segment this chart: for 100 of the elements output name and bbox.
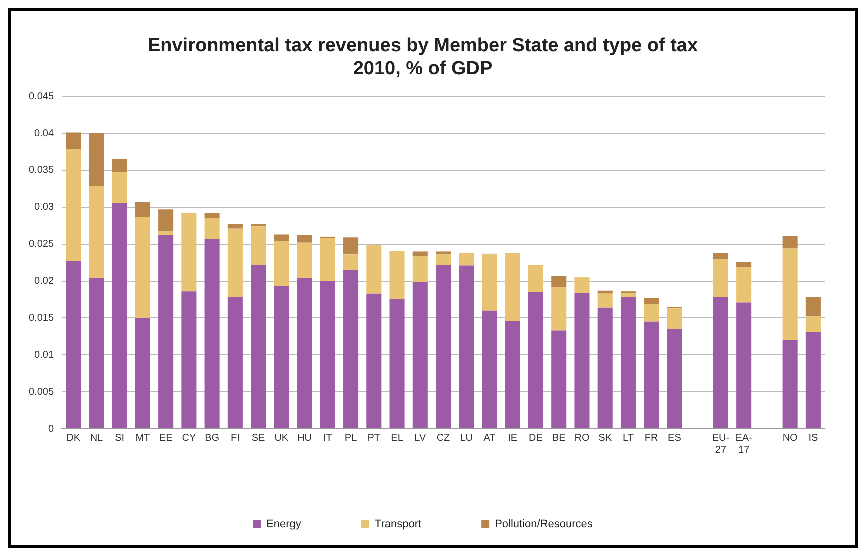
bar <box>89 186 104 278</box>
bar <box>782 248 798 340</box>
x-tick-label: UK <box>274 432 289 444</box>
bar <box>806 332 821 428</box>
x-tick-label: HU <box>298 432 312 444</box>
bar <box>574 278 590 294</box>
bar <box>366 294 382 428</box>
bar <box>806 298 821 317</box>
bar <box>390 250 405 299</box>
bar <box>112 159 128 172</box>
bar <box>228 224 243 229</box>
bar <box>251 226 266 266</box>
y-tick-label: 0.04 <box>34 128 54 140</box>
bar <box>620 298 636 428</box>
bar <box>135 217 150 318</box>
x-tick-label: NL <box>90 432 104 444</box>
bar <box>412 256 428 282</box>
bar <box>182 292 197 428</box>
bar <box>158 232 174 236</box>
x-tick-label: CZ <box>436 432 450 444</box>
x-tick-label: EA-17 <box>736 432 752 456</box>
bar <box>297 242 312 278</box>
bar <box>482 310 498 428</box>
bar <box>204 239 220 428</box>
y-tick-label: 0.005 <box>28 386 54 398</box>
bar <box>366 245 382 294</box>
y-tick-label: 0 <box>48 424 54 435</box>
legend-label: Pollution/Resources <box>495 518 594 531</box>
x-tick-label: IE <box>508 432 518 444</box>
bar <box>644 298 660 304</box>
bar <box>320 238 336 282</box>
bar <box>66 261 82 428</box>
x-tick-label: SI <box>115 432 125 444</box>
bar <box>436 265 452 428</box>
x-tick-label: CY <box>182 432 196 444</box>
bar <box>782 340 798 428</box>
bar <box>713 298 728 428</box>
bar <box>459 266 474 428</box>
bar <box>412 282 428 428</box>
bar <box>736 262 752 268</box>
bar <box>89 278 104 428</box>
y-tick-label: 0.025 <box>28 239 54 250</box>
bar <box>552 287 567 331</box>
bar <box>344 254 359 270</box>
bar <box>806 316 821 332</box>
bar <box>505 321 520 428</box>
bar <box>736 302 752 428</box>
x-tick-label: NO <box>782 432 798 444</box>
bar <box>135 202 150 218</box>
x-tick-label: RO <box>574 432 590 444</box>
x-tick-label: IT <box>323 432 332 444</box>
chart-subtitle: 2010, % of GDP <box>353 58 494 80</box>
bar <box>552 276 567 288</box>
bar <box>598 290 613 294</box>
bar <box>320 281 336 428</box>
bar <box>251 265 266 428</box>
bar <box>598 308 613 428</box>
y-tick-label: 0.03 <box>34 202 54 214</box>
bar <box>344 270 359 428</box>
bar <box>620 293 636 298</box>
y-tick-label: 0.02 <box>34 276 54 288</box>
bar <box>528 292 544 428</box>
x-tick-label: EU-27 <box>712 432 730 456</box>
x-tick-label: BG <box>205 432 220 444</box>
x-tick-label: PT <box>368 432 381 444</box>
bar <box>182 213 197 292</box>
bar <box>644 304 660 322</box>
x-tick-label: BE <box>552 432 566 444</box>
bar <box>66 149 82 262</box>
x-tick-label: DE <box>529 432 544 444</box>
bar <box>274 286 290 428</box>
bar <box>574 293 590 428</box>
x-tick-label: LT <box>623 432 634 444</box>
bar <box>297 235 312 243</box>
bar <box>89 134 104 186</box>
y-tick-label: 0.045 <box>28 91 54 102</box>
chart-title: Environmental tax revenues by Member State and type of tax <box>148 36 698 57</box>
x-tick-label: IS <box>808 432 818 444</box>
y-tick-label: 0.015 <box>28 312 54 324</box>
bar <box>713 253 728 260</box>
x-tick-label: SE <box>252 432 266 444</box>
bar <box>782 236 798 249</box>
x-tick-label: EL <box>391 432 404 444</box>
bar <box>736 267 752 303</box>
x-tick-label: FR <box>644 432 658 444</box>
x-tick-label: PL <box>344 432 358 444</box>
bar <box>158 210 174 232</box>
y-tick-label: 0.01 <box>34 350 54 361</box>
bar <box>390 298 405 428</box>
bar <box>204 213 220 218</box>
x-tick-label: AT <box>484 432 496 444</box>
bar <box>344 238 359 255</box>
x-tick-label: EE <box>159 432 174 444</box>
bar <box>112 202 128 428</box>
bar <box>528 265 544 292</box>
bar <box>228 228 243 298</box>
bar <box>713 259 728 298</box>
bar <box>436 252 452 255</box>
bar <box>274 234 290 242</box>
bar <box>436 254 452 266</box>
